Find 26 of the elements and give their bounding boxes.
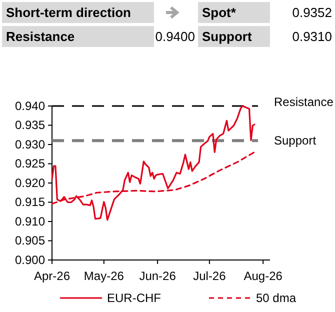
text: 0.9352 (292, 5, 332, 20)
ref-line-label: Support (274, 134, 317, 148)
text: 0.9400 (155, 29, 195, 44)
y-tick-label: 0.905 (14, 234, 46, 248)
text: Support (202, 29, 252, 44)
y-tick-label: 0.910 (14, 214, 46, 228)
text: Spot* (202, 5, 237, 20)
x-tick-label: May-26 (84, 269, 124, 284)
y-tick-label: 0.900 (14, 252, 46, 267)
x-tick-label: Apr-26 (34, 269, 70, 284)
y-tick-label: 0.940 (14, 98, 46, 113)
y-tick-label: 0.925 (14, 156, 46, 171)
y-tick-label: 0.915 (14, 195, 46, 210)
y-tick-label: 0.930 (14, 137, 46, 152)
y-tick-label: 0.920 (14, 176, 46, 190)
text: 0.9310 (292, 29, 332, 44)
ref-line-label: Resistance (274, 95, 334, 109)
text: Resistance (6, 29, 75, 44)
legend-label: 50 dma (256, 291, 296, 305)
legend-label: EUR-CHF (107, 291, 161, 305)
x-tick-label: Jul-26 (193, 269, 226, 284)
y-tick-label: 0.935 (14, 118, 46, 132)
x-tick-label: Aug-26 (244, 269, 283, 284)
x-tick-label: Jun-26 (139, 269, 176, 284)
text: Short-term direction (6, 5, 132, 20)
line-series (51, 105, 256, 221)
